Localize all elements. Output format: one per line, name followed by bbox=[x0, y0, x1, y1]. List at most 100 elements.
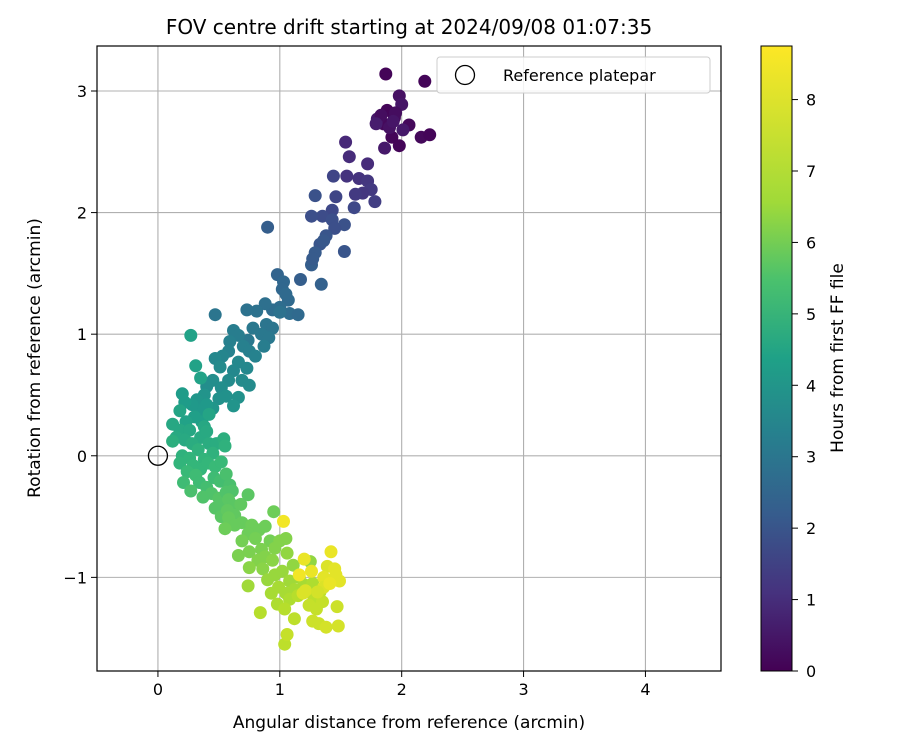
reference-marker-layer bbox=[147, 445, 169, 466]
colorbar: 0 1 2 3 4 5 6 7 8 Hours from first FF file bbox=[760, 45, 848, 681]
data-point bbox=[317, 234, 331, 248]
data-point bbox=[347, 201, 361, 215]
data-point bbox=[227, 399, 240, 413]
chart-title: FOV centre drift starting at 2024/09/08 … bbox=[166, 15, 652, 39]
data-point bbox=[219, 467, 233, 481]
data-point bbox=[218, 439, 232, 453]
data-point bbox=[331, 619, 345, 633]
data-point bbox=[250, 304, 264, 318]
data-point bbox=[223, 335, 237, 348]
data-point bbox=[396, 123, 410, 137]
colorbar-tick-label: 1 bbox=[806, 591, 816, 610]
reference-platepar-marker bbox=[147, 445, 169, 466]
data-point bbox=[266, 553, 279, 567]
data-point bbox=[314, 277, 328, 291]
data-point bbox=[325, 203, 339, 217]
data-points bbox=[166, 67, 437, 651]
data-point bbox=[280, 546, 294, 560]
plot-frame bbox=[96, 45, 722, 672]
data-point bbox=[296, 586, 310, 600]
data-point bbox=[208, 308, 222, 322]
x-axis-label: Angular distance from reference (arcmin) bbox=[233, 713, 585, 733]
data-point bbox=[368, 195, 382, 209]
y-tick-label: −1 bbox=[63, 568, 87, 587]
data-point bbox=[200, 425, 214, 438]
data-point bbox=[277, 514, 290, 528]
data-point bbox=[305, 564, 318, 578]
data-point bbox=[339, 135, 353, 149]
data-point bbox=[292, 568, 306, 582]
data-point bbox=[379, 67, 393, 81]
x-tick-label: 3 bbox=[518, 680, 528, 699]
data-point bbox=[248, 532, 262, 545]
data-point bbox=[348, 187, 362, 201]
plot-background bbox=[97, 46, 721, 671]
plot-area bbox=[96, 45, 722, 672]
data-point bbox=[235, 534, 249, 548]
colorbar-tick-label: 6 bbox=[806, 233, 816, 252]
data-point bbox=[369, 117, 383, 131]
data-point bbox=[326, 169, 340, 183]
data-point bbox=[324, 545, 338, 559]
data-point bbox=[306, 252, 320, 266]
legend-label: Reference platepar bbox=[503, 66, 656, 85]
data-point bbox=[234, 497, 248, 511]
x-tick-label: 2 bbox=[397, 680, 407, 699]
data-point bbox=[337, 245, 351, 258]
legend: Reference platepar bbox=[436, 56, 711, 94]
colorbar-ticks: 0 1 2 3 4 5 6 7 8 bbox=[792, 91, 816, 681]
data-point bbox=[173, 456, 187, 470]
data-point bbox=[311, 585, 325, 599]
data-point bbox=[241, 488, 255, 502]
data-point bbox=[257, 339, 271, 353]
y-tick-label: 2 bbox=[77, 204, 87, 223]
data-point bbox=[166, 434, 180, 448]
data-point bbox=[258, 519, 272, 533]
data-point bbox=[231, 549, 245, 562]
data-point bbox=[386, 114, 400, 128]
data-point bbox=[194, 371, 208, 385]
data-point bbox=[294, 273, 307, 286]
x-axis-ticks: 0 1 2 3 4 bbox=[153, 671, 651, 699]
colorbar-tick-label: 3 bbox=[806, 448, 816, 467]
x-tick-label: 4 bbox=[640, 680, 650, 699]
y-axis-label: Rotation from reference (arcmin) bbox=[25, 218, 45, 498]
colorbar-tick-label: 7 bbox=[806, 162, 816, 181]
data-point bbox=[361, 157, 375, 171]
data-point bbox=[227, 364, 240, 378]
data-point bbox=[267, 505, 281, 519]
colorbar-tick-label: 8 bbox=[806, 91, 816, 110]
data-point bbox=[280, 628, 294, 641]
data-point bbox=[258, 297, 272, 311]
data-point bbox=[323, 577, 337, 590]
data-point bbox=[184, 484, 198, 498]
data-point bbox=[214, 455, 228, 469]
data-point bbox=[340, 169, 354, 183]
data-point bbox=[378, 141, 392, 155]
data-point bbox=[309, 602, 323, 616]
colorbar-label: Hours from first FF file bbox=[828, 263, 848, 453]
data-point bbox=[286, 558, 300, 572]
data-point bbox=[218, 522, 232, 536]
data-point bbox=[279, 532, 293, 545]
data-point bbox=[330, 600, 344, 614]
data-point bbox=[423, 128, 437, 142]
data-point bbox=[273, 305, 287, 319]
data-point bbox=[308, 189, 322, 203]
colorbar-tick-label: 4 bbox=[806, 376, 816, 395]
data-point bbox=[418, 74, 432, 88]
data-point bbox=[264, 586, 278, 600]
data-point bbox=[275, 564, 289, 578]
data-point bbox=[261, 573, 275, 587]
data-point bbox=[175, 387, 189, 401]
y-tick-label: 1 bbox=[77, 325, 87, 344]
data-point bbox=[253, 606, 267, 620]
data-point bbox=[256, 562, 270, 576]
data-point bbox=[240, 303, 254, 317]
data-point bbox=[177, 476, 190, 489]
data-point bbox=[183, 423, 197, 437]
x-tick-label: 0 bbox=[153, 680, 163, 699]
y-tick-label: 3 bbox=[77, 82, 87, 101]
legend-marker-icon bbox=[454, 64, 476, 86]
